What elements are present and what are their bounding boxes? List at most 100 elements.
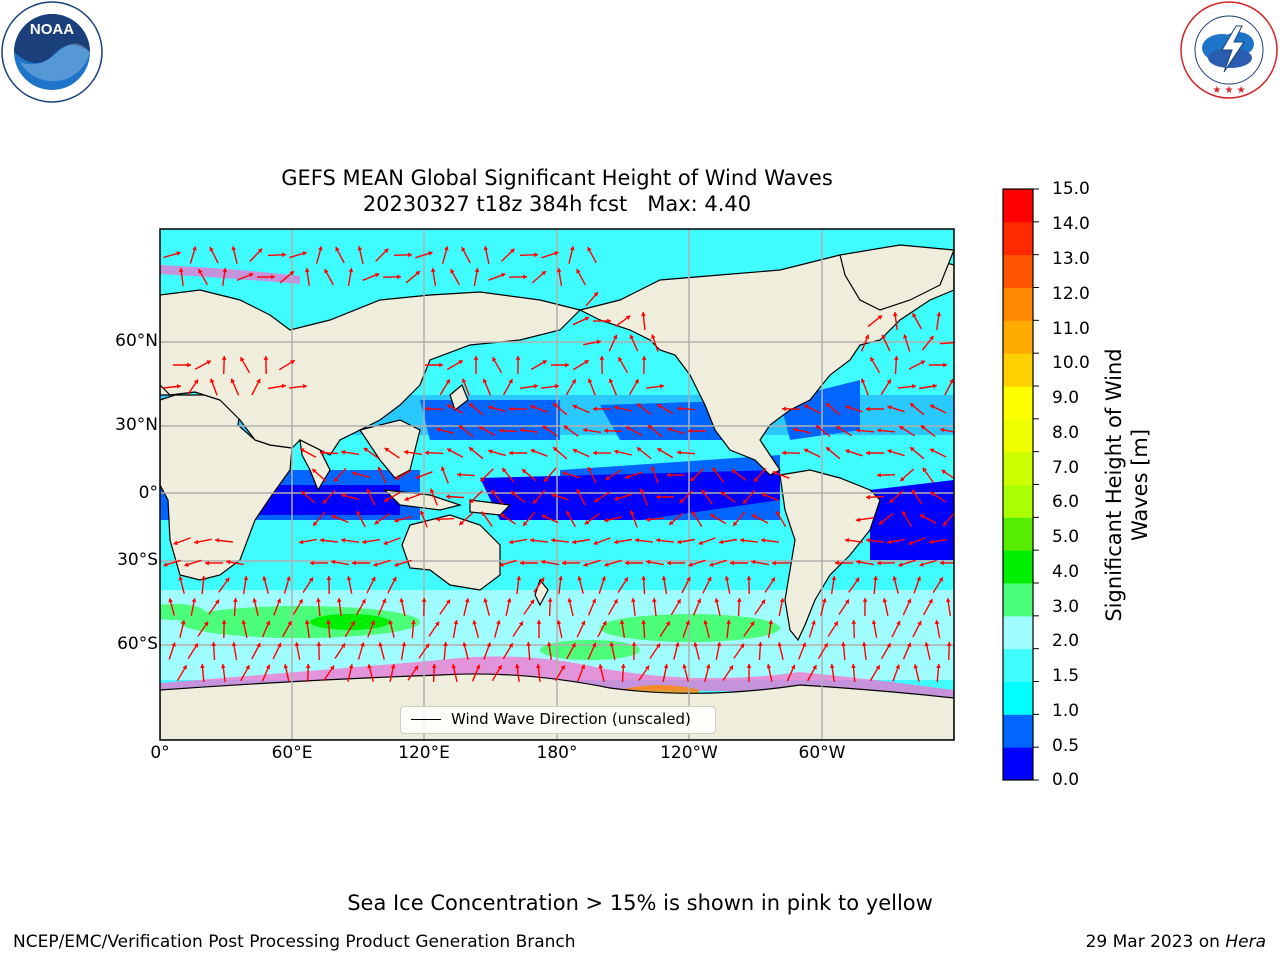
- wave-direction-arrowhead: [928, 599, 933, 604]
- wave-direction-arrowhead: [636, 403, 642, 408]
- wave-direction-arrowhead: [790, 664, 796, 670]
- wave-direction-arrowhead: [464, 598, 470, 603]
- wave-direction-arrowhead: [475, 664, 481, 670]
- lat-tick-label: 60°S: [117, 634, 158, 654]
- wave-direction-arrowhead: [499, 428, 503, 434]
- wave-direction-arrowhead: [281, 383, 286, 389]
- wave-direction-arrowhead: [731, 469, 737, 474]
- wave-direction-arrowhead: [509, 450, 513, 456]
- wave-direction-arrowhead: [506, 598, 512, 603]
- wave-direction-arrowhead: [384, 447, 390, 452]
- colorbar-segment: [1003, 747, 1033, 781]
- wave-direction-arrowhead: [599, 356, 605, 360]
- wave-direction-arrowhead: [262, 576, 267, 581]
- wave-direction-arrowhead: [941, 470, 946, 475]
- wave-direction-arrowhead: [676, 599, 681, 604]
- wave-direction-arrowhead: [377, 466, 382, 472]
- wave-direction-arrowhead: [536, 620, 542, 624]
- colorbar-segment: [1003, 550, 1033, 584]
- wave-direction-arrowhead: [289, 271, 294, 276]
- wave-direction-arrowhead: [896, 620, 901, 626]
- wave-direction-arrowhead: [335, 247, 340, 252]
- wave-direction-arrowhead: [530, 448, 535, 454]
- wave-direction-arrowhead: [401, 642, 407, 647]
- wave-direction-arrowhead: [746, 664, 752, 668]
- wave-direction-arrowhead: [665, 621, 670, 626]
- wave-direction-arrowhead: [530, 599, 535, 605]
- wave-direction-arrowhead: [443, 642, 448, 646]
- sea-ice-edge: [160, 265, 300, 284]
- wave-direction-arrowhead: [221, 356, 227, 360]
- wave-direction-arrowhead: [851, 664, 856, 668]
- wave-direction-arrowhead: [938, 577, 943, 582]
- wave-direction-arrowhead: [566, 511, 571, 516]
- wave-direction-arrowhead: [690, 476, 695, 482]
- wave-direction-arrowhead: [873, 576, 878, 581]
- wave-direction-arrowhead: [618, 357, 623, 362]
- wave-direction-arrowhead: [415, 271, 420, 276]
- wave-direction-arrowhead: [488, 449, 493, 454]
- wave-direction-arrowhead: [430, 268, 436, 273]
- wave-direction-arrowhead: [908, 540, 913, 545]
- wave-direction-arrowhead: [178, 576, 184, 581]
- wave-direction-arrow: [939, 341, 954, 345]
- wave-direction-arrowhead: [533, 499, 538, 504]
- wave-direction-arrowhead: [361, 599, 366, 604]
- wave-direction-arrowhead: [397, 274, 401, 280]
- wave-direction-arrowhead: [875, 665, 880, 670]
- colorbar-segment: [1003, 681, 1033, 715]
- wave-direction-arrowhead: [576, 488, 581, 494]
- wave-direction-arrowhead: [900, 476, 905, 481]
- wave-direction-arrowhead: [363, 447, 369, 452]
- wave-direction-arrowhead: [887, 449, 892, 454]
- wave-direction-arrowhead: [719, 539, 724, 545]
- wave-direction-arrowhead: [845, 449, 850, 454]
- wave-direction-arrowhead: [168, 598, 173, 603]
- wave-direction-arrowhead: [542, 360, 547, 365]
- wave-direction-arrowhead: [911, 489, 916, 495]
- wave-direction-arrowhead: [593, 292, 598, 297]
- wave-direction-arrowhead: [629, 510, 635, 515]
- footer-host: Hera: [1225, 932, 1266, 952]
- wave-direction-arrowhead: [553, 403, 558, 408]
- wave-direction-arrowhead: [844, 599, 849, 604]
- wave-direction-arrowhead: [793, 427, 798, 433]
- wave-direction-arrowhead: [736, 598, 742, 602]
- wave-direction-arrowhead: [480, 476, 485, 482]
- wave-direction-arrowhead: [222, 268, 228, 273]
- wave-direction-arrowhead: [572, 404, 578, 410]
- wave-direction-arrowhead: [716, 642, 722, 647]
- wave-direction-arrowhead: [474, 268, 480, 273]
- wave-direction-arrowhead: [530, 404, 535, 410]
- wave-direction-arrowhead: [308, 577, 313, 582]
- wave-direction-arrowhead: [378, 642, 383, 647]
- wave-direction-arrowhead: [641, 312, 646, 317]
- wave-direction-arrowhead: [772, 470, 777, 476]
- wave-patch-3m: [160, 604, 205, 620]
- wave-direction-arrowhead: [375, 272, 380, 278]
- wave-direction-arrowhead: [180, 620, 186, 625]
- wave-direction-arrowhead: [604, 562, 609, 567]
- wave-direction-arrowhead: [436, 516, 440, 522]
- noaa-logo-text: NOAA: [30, 21, 74, 38]
- wave-direction-arrowhead: [757, 642, 763, 646]
- wave-direction-arrowhead: [862, 598, 868, 602]
- wave-direction-arrowhead: [877, 315, 883, 320]
- wave-direction-arrowhead: [886, 379, 891, 384]
- wave-direction-arrowhead: [411, 620, 416, 624]
- wave-direction-arrowhead: [341, 493, 346, 498]
- wave-direction-arrowhead: [889, 498, 894, 503]
- wave-direction-arrowhead: [629, 334, 634, 340]
- wave-direction-arrowhead: [598, 664, 604, 669]
- wave-direction-arrowhead: [567, 598, 573, 603]
- wave-direction-arrowhead: [801, 642, 807, 647]
- wave-direction-arrowhead: [720, 491, 726, 496]
- land-new-guinea: [469, 499, 512, 516]
- wave-direction-arrowhead: [381, 598, 387, 604]
- wave-direction-arrowhead: [565, 362, 569, 368]
- wave-direction-arrowhead: [440, 466, 446, 471]
- wave-direction-arrowhead: [541, 559, 546, 565]
- wave-direction-arrowhead: [833, 621, 838, 626]
- wave-direction-arrowhead: [740, 538, 745, 543]
- wave-direction-arrowhead: [469, 447, 474, 452]
